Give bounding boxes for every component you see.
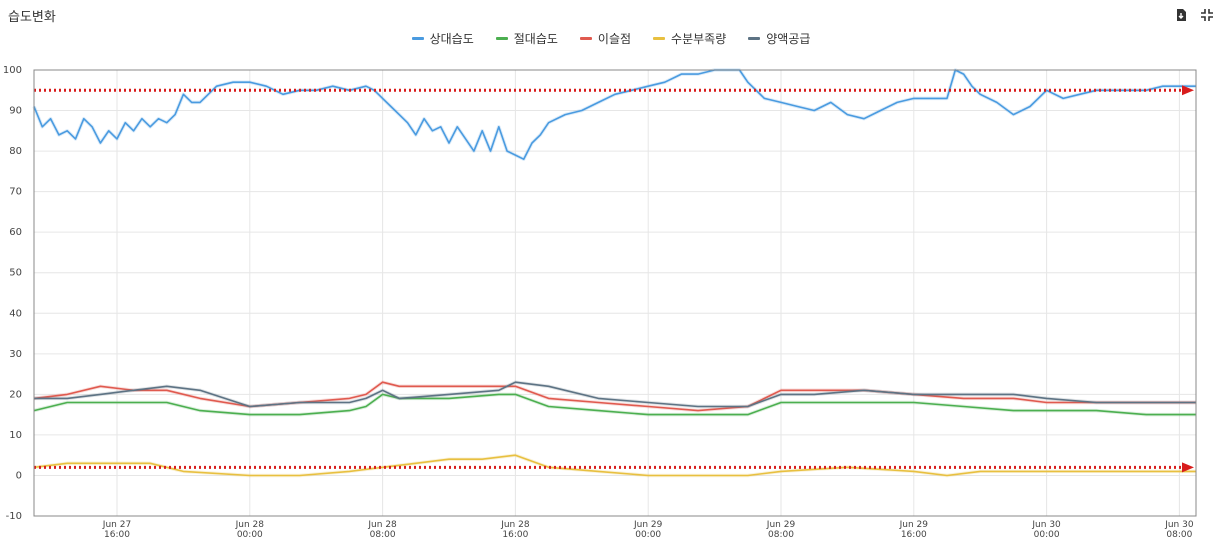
- y-tick-label: 50: [9, 268, 22, 279]
- x-tick-label: Jun 30: [1164, 520, 1194, 530]
- legend-swatch: [653, 37, 666, 40]
- x-tick-label: 16:00: [901, 530, 927, 540]
- legend-label: 이슬점: [597, 32, 632, 46]
- y-tick-label: 10: [9, 430, 22, 441]
- y-tick-label: 80: [9, 146, 22, 157]
- x-tick-label: 16:00: [104, 530, 130, 540]
- x-tick-label: Jun 30: [1031, 520, 1061, 530]
- legend-label: 상대습도: [429, 32, 474, 46]
- legend-label: 절대습도: [513, 32, 558, 46]
- x-tick-label: 00:00: [237, 530, 263, 540]
- legend-item[interactable]: 이슬점: [579, 30, 632, 47]
- x-tick-label: 08:00: [1166, 530, 1192, 540]
- series-line-4: [34, 381, 1196, 408]
- legend-item[interactable]: 상대습도: [411, 30, 474, 47]
- series-line-3: [33, 454, 1196, 477]
- x-tick-label: Jun 29: [633, 520, 663, 530]
- x-tick-label: 00:00: [1034, 530, 1060, 540]
- y-tick-label: 100: [3, 65, 22, 76]
- file-export-icon[interactable]: [1174, 8, 1188, 22]
- legend-label: 양액공급: [766, 32, 811, 46]
- y-tick-label: 90: [9, 106, 22, 117]
- legend-swatch: [579, 37, 592, 40]
- legend-swatch: [748, 37, 761, 40]
- legend-swatch: [411, 37, 424, 40]
- y-tick-label: 60: [9, 227, 22, 238]
- chart-legend: 상대습도 절대습도 이슬점 수분부족량 양액공급: [0, 30, 1222, 47]
- x-tick-label: Jun 28: [367, 520, 397, 530]
- chart-series: [32, 68, 1196, 478]
- legend-item[interactable]: 수분부족량: [653, 30, 726, 47]
- x-tick-label: Jun 28: [235, 520, 265, 530]
- x-tick-label: 16:00: [502, 530, 528, 540]
- x-tick-label: 08:00: [370, 530, 396, 540]
- reference-arrow-0: [1182, 85, 1194, 96]
- x-tick-label: Jun 28: [500, 520, 530, 530]
- chart-grid: [34, 69, 1196, 517]
- series-line-2: [33, 381, 1196, 412]
- compress-icon[interactable]: [1200, 8, 1214, 22]
- series-shadow-0: [32, 68, 1196, 161]
- y-tick-label: -10: [6, 511, 22, 522]
- x-tick-label: Jun 29: [766, 520, 796, 530]
- y-tick-label: 0: [16, 470, 22, 481]
- y-axis-ticks: -10 0 10 20 30 40 50 60 70 80 90 100: [3, 65, 22, 522]
- chart-title: 습도변화: [8, 10, 56, 25]
- chart-toolbar: [1174, 8, 1214, 22]
- y-tick-label: 40: [9, 308, 22, 319]
- reference-lines: [34, 85, 1194, 473]
- x-tick-label: Jun 29: [899, 520, 929, 530]
- legend-label: 수분부족량: [671, 32, 727, 46]
- plot-frame: [33, 69, 1197, 517]
- series-line-0: [33, 69, 1196, 160]
- legend-swatch: [495, 37, 508, 40]
- x-tick-label: Jun 27: [102, 520, 131, 530]
- series-line-1: [33, 393, 1196, 416]
- y-tick-label: 20: [9, 389, 22, 400]
- reference-arrow-1: [1182, 462, 1194, 473]
- legend-item[interactable]: 양액공급: [748, 30, 810, 47]
- legend-item[interactable]: 절대습도: [495, 30, 558, 47]
- y-tick-label: 70: [9, 187, 22, 198]
- y-tick-label: 30: [9, 349, 22, 360]
- x-tick-label: 08:00: [768, 530, 794, 540]
- x-tick-label: 00:00: [635, 530, 661, 540]
